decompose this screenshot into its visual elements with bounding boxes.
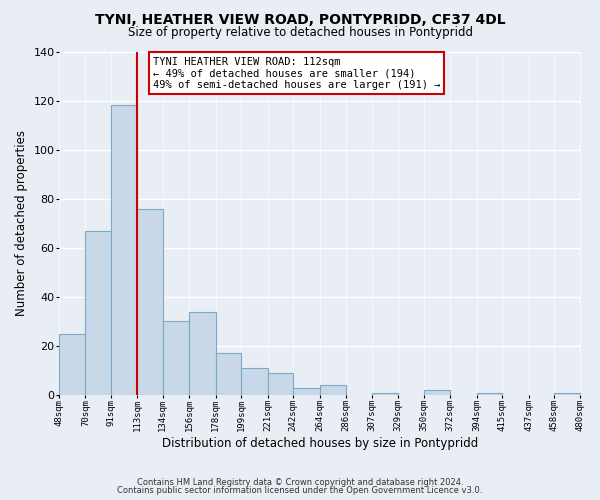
Text: Contains public sector information licensed under the Open Government Licence v3: Contains public sector information licen…: [118, 486, 482, 495]
Bar: [320, 385, 346, 395]
Bar: [137, 208, 163, 395]
Bar: [293, 388, 320, 395]
Bar: [554, 392, 581, 395]
Bar: [268, 373, 293, 395]
X-axis label: Distribution of detached houses by size in Pontypridd: Distribution of detached houses by size …: [161, 437, 478, 450]
Bar: [189, 312, 216, 395]
Y-axis label: Number of detached properties: Number of detached properties: [15, 130, 28, 316]
Bar: [424, 390, 450, 395]
Bar: [85, 230, 111, 395]
Bar: [59, 334, 85, 395]
Bar: [476, 392, 502, 395]
Text: Contains HM Land Registry data © Crown copyright and database right 2024.: Contains HM Land Registry data © Crown c…: [137, 478, 463, 487]
Bar: [163, 322, 189, 395]
Bar: [371, 392, 398, 395]
Text: TYNI, HEATHER VIEW ROAD, PONTYPRIDD, CF37 4DL: TYNI, HEATHER VIEW ROAD, PONTYPRIDD, CF3…: [95, 12, 505, 26]
Bar: [111, 106, 137, 395]
Bar: [241, 368, 268, 395]
Bar: [216, 354, 241, 395]
Text: TYNI HEATHER VIEW ROAD: 112sqm
← 49% of detached houses are smaller (194)
49% of: TYNI HEATHER VIEW ROAD: 112sqm ← 49% of …: [153, 56, 440, 90]
Text: Size of property relative to detached houses in Pontypridd: Size of property relative to detached ho…: [128, 26, 473, 39]
